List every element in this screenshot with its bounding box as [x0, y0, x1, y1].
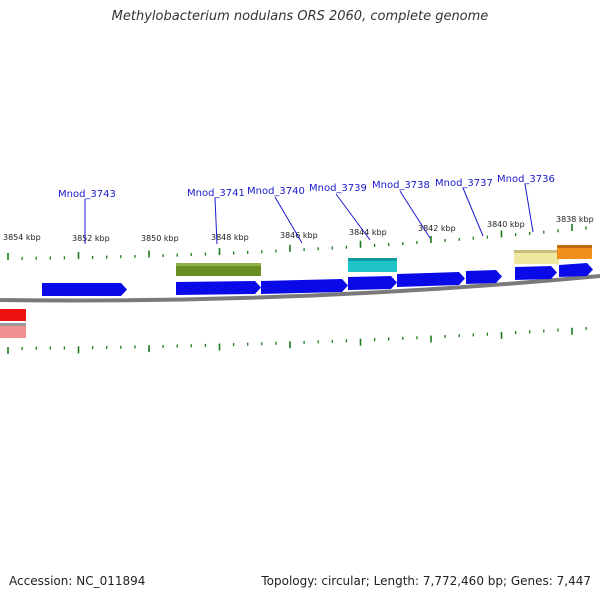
feature-olive[interactable] — [176, 263, 261, 276]
genome-title: Methylobacterium nodulans ORS 2060, comp… — [111, 9, 489, 24]
gene-label-mnod-3736[interactable]: Mnod_3736 — [497, 174, 555, 185]
cds-arrow-mnod-3737[interactable] — [466, 270, 502, 284]
label-leaders — [84, 183, 534, 245]
gene-label-mnod-3740[interactable]: Mnod_3740 — [247, 186, 305, 197]
kbp-label: 3854 kbp — [3, 233, 41, 242]
gene-labels: Mnod_3743 Mnod_3741 Mnod_3740 Mnod_3739 … — [58, 174, 555, 200]
cds-arrow-mnod-3739[interactable] — [348, 276, 397, 290]
gene-label-mnod-3739[interactable]: Mnod_3739 — [309, 183, 367, 194]
feature-track-upper — [176, 245, 592, 276]
cds-arrow-mnod-3736[interactable] — [515, 266, 557, 280]
feature-red[interactable] — [0, 309, 26, 321]
cds-arrow-mnod-3743[interactable] — [42, 283, 127, 296]
outer-ticks — [7, 224, 587, 260]
gene-label-mnod-3738[interactable]: Mnod_3738 — [372, 180, 430, 191]
genome-summary-text: Topology: circular; Length: 7,772,460 bp… — [261, 574, 591, 588]
feature-pink[interactable] — [0, 326, 26, 338]
feature-khaki[interactable] — [514, 250, 559, 264]
kbp-label: 3838 kbp — [556, 215, 594, 224]
inner-ticks — [7, 326, 587, 354]
feature-cyan[interactable] — [348, 258, 397, 272]
kbp-label: 3848 kbp — [211, 233, 249, 242]
cds-arrow-mnod-3738[interactable] — [397, 272, 465, 287]
kbp-label: 3844 kbp — [349, 228, 387, 237]
kbp-label: 3852 kbp — [72, 234, 110, 243]
kbp-labels: 3854 kbp 3852 kbp 3850 kbp 3848 kbp 3846… — [3, 215, 594, 243]
accession-text: Accession: NC_011894 — [9, 574, 146, 588]
kbp-label: 3840 kbp — [487, 220, 525, 229]
cds-arrow-mnod-3741[interactable] — [176, 281, 261, 295]
kbp-label: 3842 kbp — [418, 224, 456, 233]
kbp-label: 3850 kbp — [141, 234, 179, 243]
cds-arrow-mnod-3735[interactable] — [559, 263, 593, 277]
feature-track-lower — [0, 309, 26, 338]
feature-orange[interactable] — [557, 245, 592, 259]
cds-arrow-mnod-3740[interactable] — [261, 279, 348, 294]
gene-label-mnod-3737[interactable]: Mnod_3737 — [435, 178, 493, 189]
cds-track — [42, 263, 593, 296]
genome-backbone — [0, 274, 600, 303]
kbp-label: 3846 kbp — [280, 231, 318, 240]
gene-label-mnod-3743[interactable]: Mnod_3743 — [58, 189, 116, 200]
gene-label-mnod-3741[interactable]: Mnod_3741 — [187, 188, 245, 199]
